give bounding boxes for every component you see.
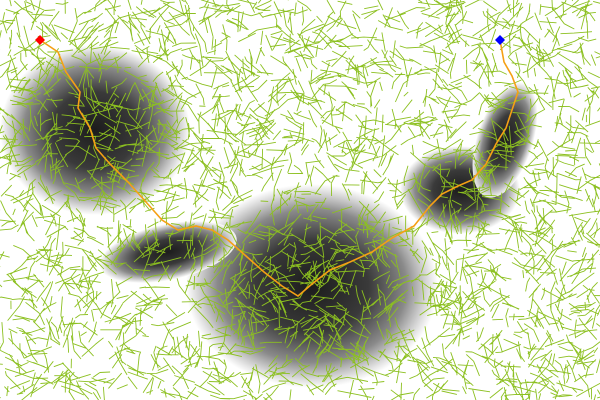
goal-marker-icon (495, 35, 505, 45)
planned-path (39, 39, 519, 297)
obstacle-ellipse (0, 45, 190, 215)
start-marker-icon (35, 35, 45, 45)
